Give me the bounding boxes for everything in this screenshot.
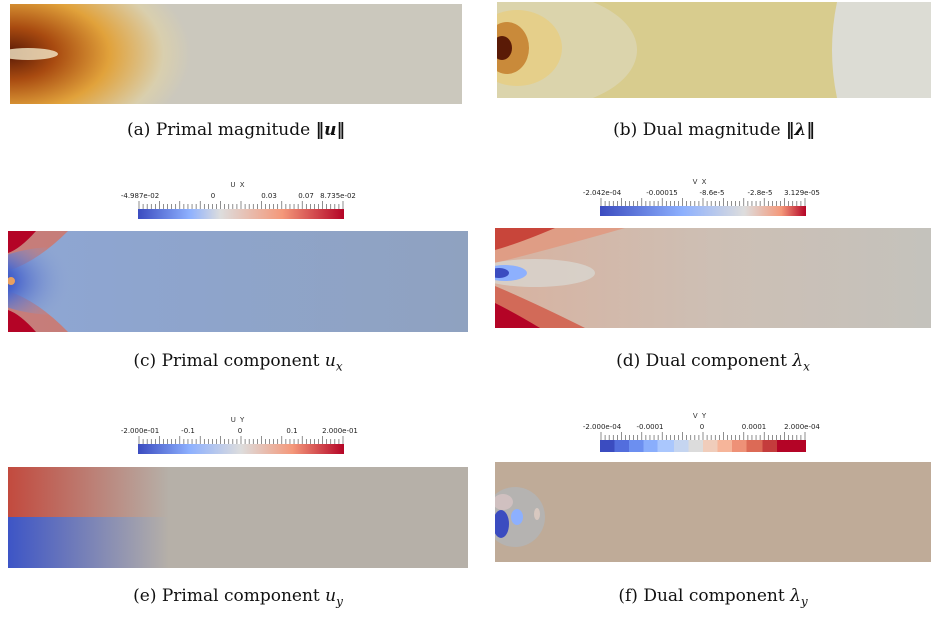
colorbar-vx: V X -2.042e-04 -0.00015 -8.6e-5 -2.8e-5 …: [580, 178, 820, 220]
colorbar-vy: V Y -2.000e-04 -0.0001 0 0.0001 2.000e-0…: [580, 412, 820, 454]
colorbar-vy-label-max: 2.000e-04: [784, 423, 820, 431]
field-primal-magnitude: [10, 4, 462, 104]
colorbar-uy-label-2: -0.1: [181, 427, 195, 435]
colorbar-vy-label-4: 0.0001: [741, 423, 767, 431]
panel-a: [10, 4, 462, 104]
colorbar-vy-label-3: 0: [699, 423, 705, 431]
colorbar-vy-ticks: [600, 432, 806, 440]
colorbar-vy-title: V Y: [692, 412, 708, 420]
field-primal-ux: [8, 231, 468, 332]
colorbar-ux-label-max: 8.735e-02: [320, 192, 356, 200]
colorbar-vx-label-4: -2.8e-5: [747, 189, 773, 197]
colorbar-uy-ticks: [138, 436, 344, 444]
colorbar-uy-title: U Y: [230, 416, 246, 424]
panel-d: [495, 228, 931, 328]
colorbar-vx-label-max: 3.129e-05: [784, 189, 820, 197]
colorbar-ux-ticks: [138, 201, 344, 209]
colorbar-vx-label-2: -0.00015: [646, 189, 678, 197]
colorbar-uy-gradient: [138, 444, 344, 454]
caption-c: (c) Primal component ux: [133, 351, 343, 374]
colorbar-vy-label-2: -0.0001: [636, 423, 664, 431]
colorbar-ux-label-zero: 0: [210, 192, 216, 200]
caption-f: (f) Dual component λy: [618, 586, 808, 609]
caption-a: (a) Primal magnitude ‖u‖: [127, 120, 345, 140]
caption-e: (e) Primal component uy: [133, 586, 343, 609]
colorbar-uy: U Y -2.000e-01 -0.1 0 0.1 2.000e-01: [118, 416, 358, 458]
colorbar-uy-label-3: 0: [237, 427, 243, 435]
caption-d: (d) Dual component λx: [616, 351, 810, 374]
colorbar-uy-label-max: 2.000e-01: [322, 427, 358, 435]
colorbar-uy-label-4: 0.1: [286, 427, 298, 435]
colorbar-vy-label-min: -2.000e-04: [582, 423, 622, 431]
field-dual-lambda-x: [495, 228, 931, 328]
colorbar-vx-title: V X: [692, 178, 708, 186]
colorbar-vx-label-3: -8.6e-5: [699, 189, 725, 197]
colorbar-ux-label-high: 0.07: [298, 192, 314, 200]
colorbar-vy-gradient: [600, 440, 806, 452]
field-dual-magnitude: [497, 2, 931, 98]
field-primal-uy: [8, 467, 468, 568]
panel-e: [8, 467, 468, 568]
panel-c: [8, 231, 468, 332]
caption-b: (b) Dual magnitude ‖λ‖: [613, 120, 815, 140]
colorbar-ux-title: U X: [230, 181, 246, 189]
panel-b: [497, 2, 931, 98]
field-dual-lambda-y: [495, 462, 931, 562]
colorbar-vx-gradient: [600, 206, 806, 216]
colorbar-vx-ticks: [600, 198, 806, 206]
colorbar-ux-gradient: [138, 209, 344, 219]
colorbar-ux-label-min: -4.987e-02: [120, 192, 160, 200]
colorbar-ux-label-mid: 0.03: [261, 192, 277, 200]
colorbar-vx-label-min: -2.042e-04: [582, 189, 622, 197]
colorbar-uy-label-min: -2.000e-01: [120, 427, 160, 435]
colorbar-ux: U X -4.987e-02 0 0.03 0.07 8.735e-02: [118, 181, 358, 223]
panel-f: [495, 462, 931, 562]
